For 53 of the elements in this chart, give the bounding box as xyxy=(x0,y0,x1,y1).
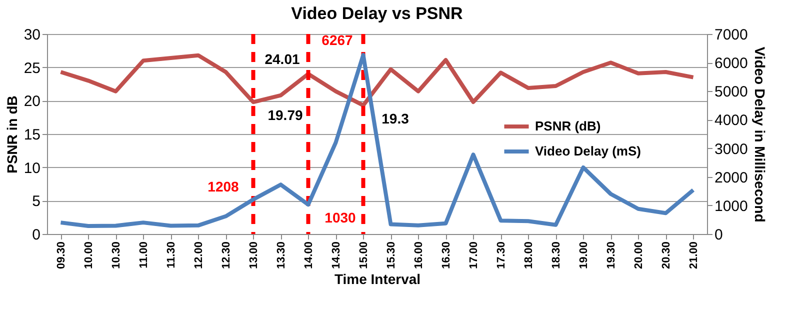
x-tick-label: 14.00 xyxy=(302,242,315,270)
x-tick-label: 17.00 xyxy=(468,242,480,270)
y2-axis-title: Video Delay in Millisecond xyxy=(752,46,768,222)
line-series xyxy=(58,52,696,228)
data-label: 19.79 xyxy=(268,107,303,124)
data-label: 19.3 xyxy=(382,110,410,126)
x-tick-label: 13.00 xyxy=(248,242,260,270)
x-tick-label: 15.00 xyxy=(358,242,370,270)
chart-title: Video Delay vs PSNR xyxy=(291,4,463,23)
y-tick-label: 20 xyxy=(24,93,40,110)
y-tick-label: 5 xyxy=(32,193,40,210)
data-label: 1208 xyxy=(208,178,240,194)
x-tick-label: 16.30 xyxy=(440,242,452,270)
y2-tick-label: 3000 xyxy=(714,140,748,158)
legend-label: PSNR (dB) xyxy=(535,118,601,134)
x-tick-label: 09.30 xyxy=(55,242,68,270)
y2-tick-label: 6000 xyxy=(714,55,748,72)
x-tick-label: 14.30 xyxy=(330,242,342,270)
y2-tick-label: 7000 xyxy=(714,26,748,44)
x-tick-label: 20.30 xyxy=(660,242,672,270)
x-tick-label: 19.00 xyxy=(578,242,590,270)
x-tick-label: 18.00 xyxy=(522,242,535,270)
x-tick-label: 19.30 xyxy=(605,242,618,270)
x-tick-label: 12.30 xyxy=(220,242,232,270)
y-tick-label: 0 xyxy=(32,226,40,244)
line-series xyxy=(58,53,696,108)
x-tick-label: 10.00 xyxy=(82,242,95,270)
x-tick-label: 21.00 xyxy=(688,242,700,270)
x-tick-label: 18.30 xyxy=(550,242,562,270)
x-tick-label: 10.30 xyxy=(110,242,122,270)
x-tick-label: 17.30 xyxy=(495,242,508,270)
x-tick-label: 11.30 xyxy=(165,242,178,268)
y2-tick-label: 2000 xyxy=(714,169,748,186)
y-tick-label: 10 xyxy=(24,160,40,177)
y-tick-label: 30 xyxy=(24,26,40,44)
y2-tick-label: 1000 xyxy=(714,198,748,215)
y-tick-label: 15 xyxy=(24,126,40,144)
x-axis-title: Time Interval xyxy=(334,271,421,288)
y-axis-title: PSNR in dB xyxy=(4,96,20,174)
x-tick-label: 20.00 xyxy=(632,242,645,270)
x-tick-label: 13.30 xyxy=(275,242,288,270)
x-tick-label: 15.30 xyxy=(385,242,398,270)
y-tick-label: 25 xyxy=(24,60,40,77)
data-label: 6267 xyxy=(322,32,354,48)
y2-tick-label: 0 xyxy=(714,226,723,244)
x-tick-label: 16.00 xyxy=(412,242,425,270)
y2-tick-label: 4000 xyxy=(714,112,748,130)
data-label: 24.01 xyxy=(264,50,300,67)
x-tick-label: 12.00 xyxy=(192,242,205,270)
x-tick-label: 11.00 xyxy=(138,242,150,268)
legend-label: Video Delay (mS) xyxy=(535,144,641,158)
y2-tick-label: 5000 xyxy=(714,84,748,101)
data-label: 1030 xyxy=(324,210,356,226)
